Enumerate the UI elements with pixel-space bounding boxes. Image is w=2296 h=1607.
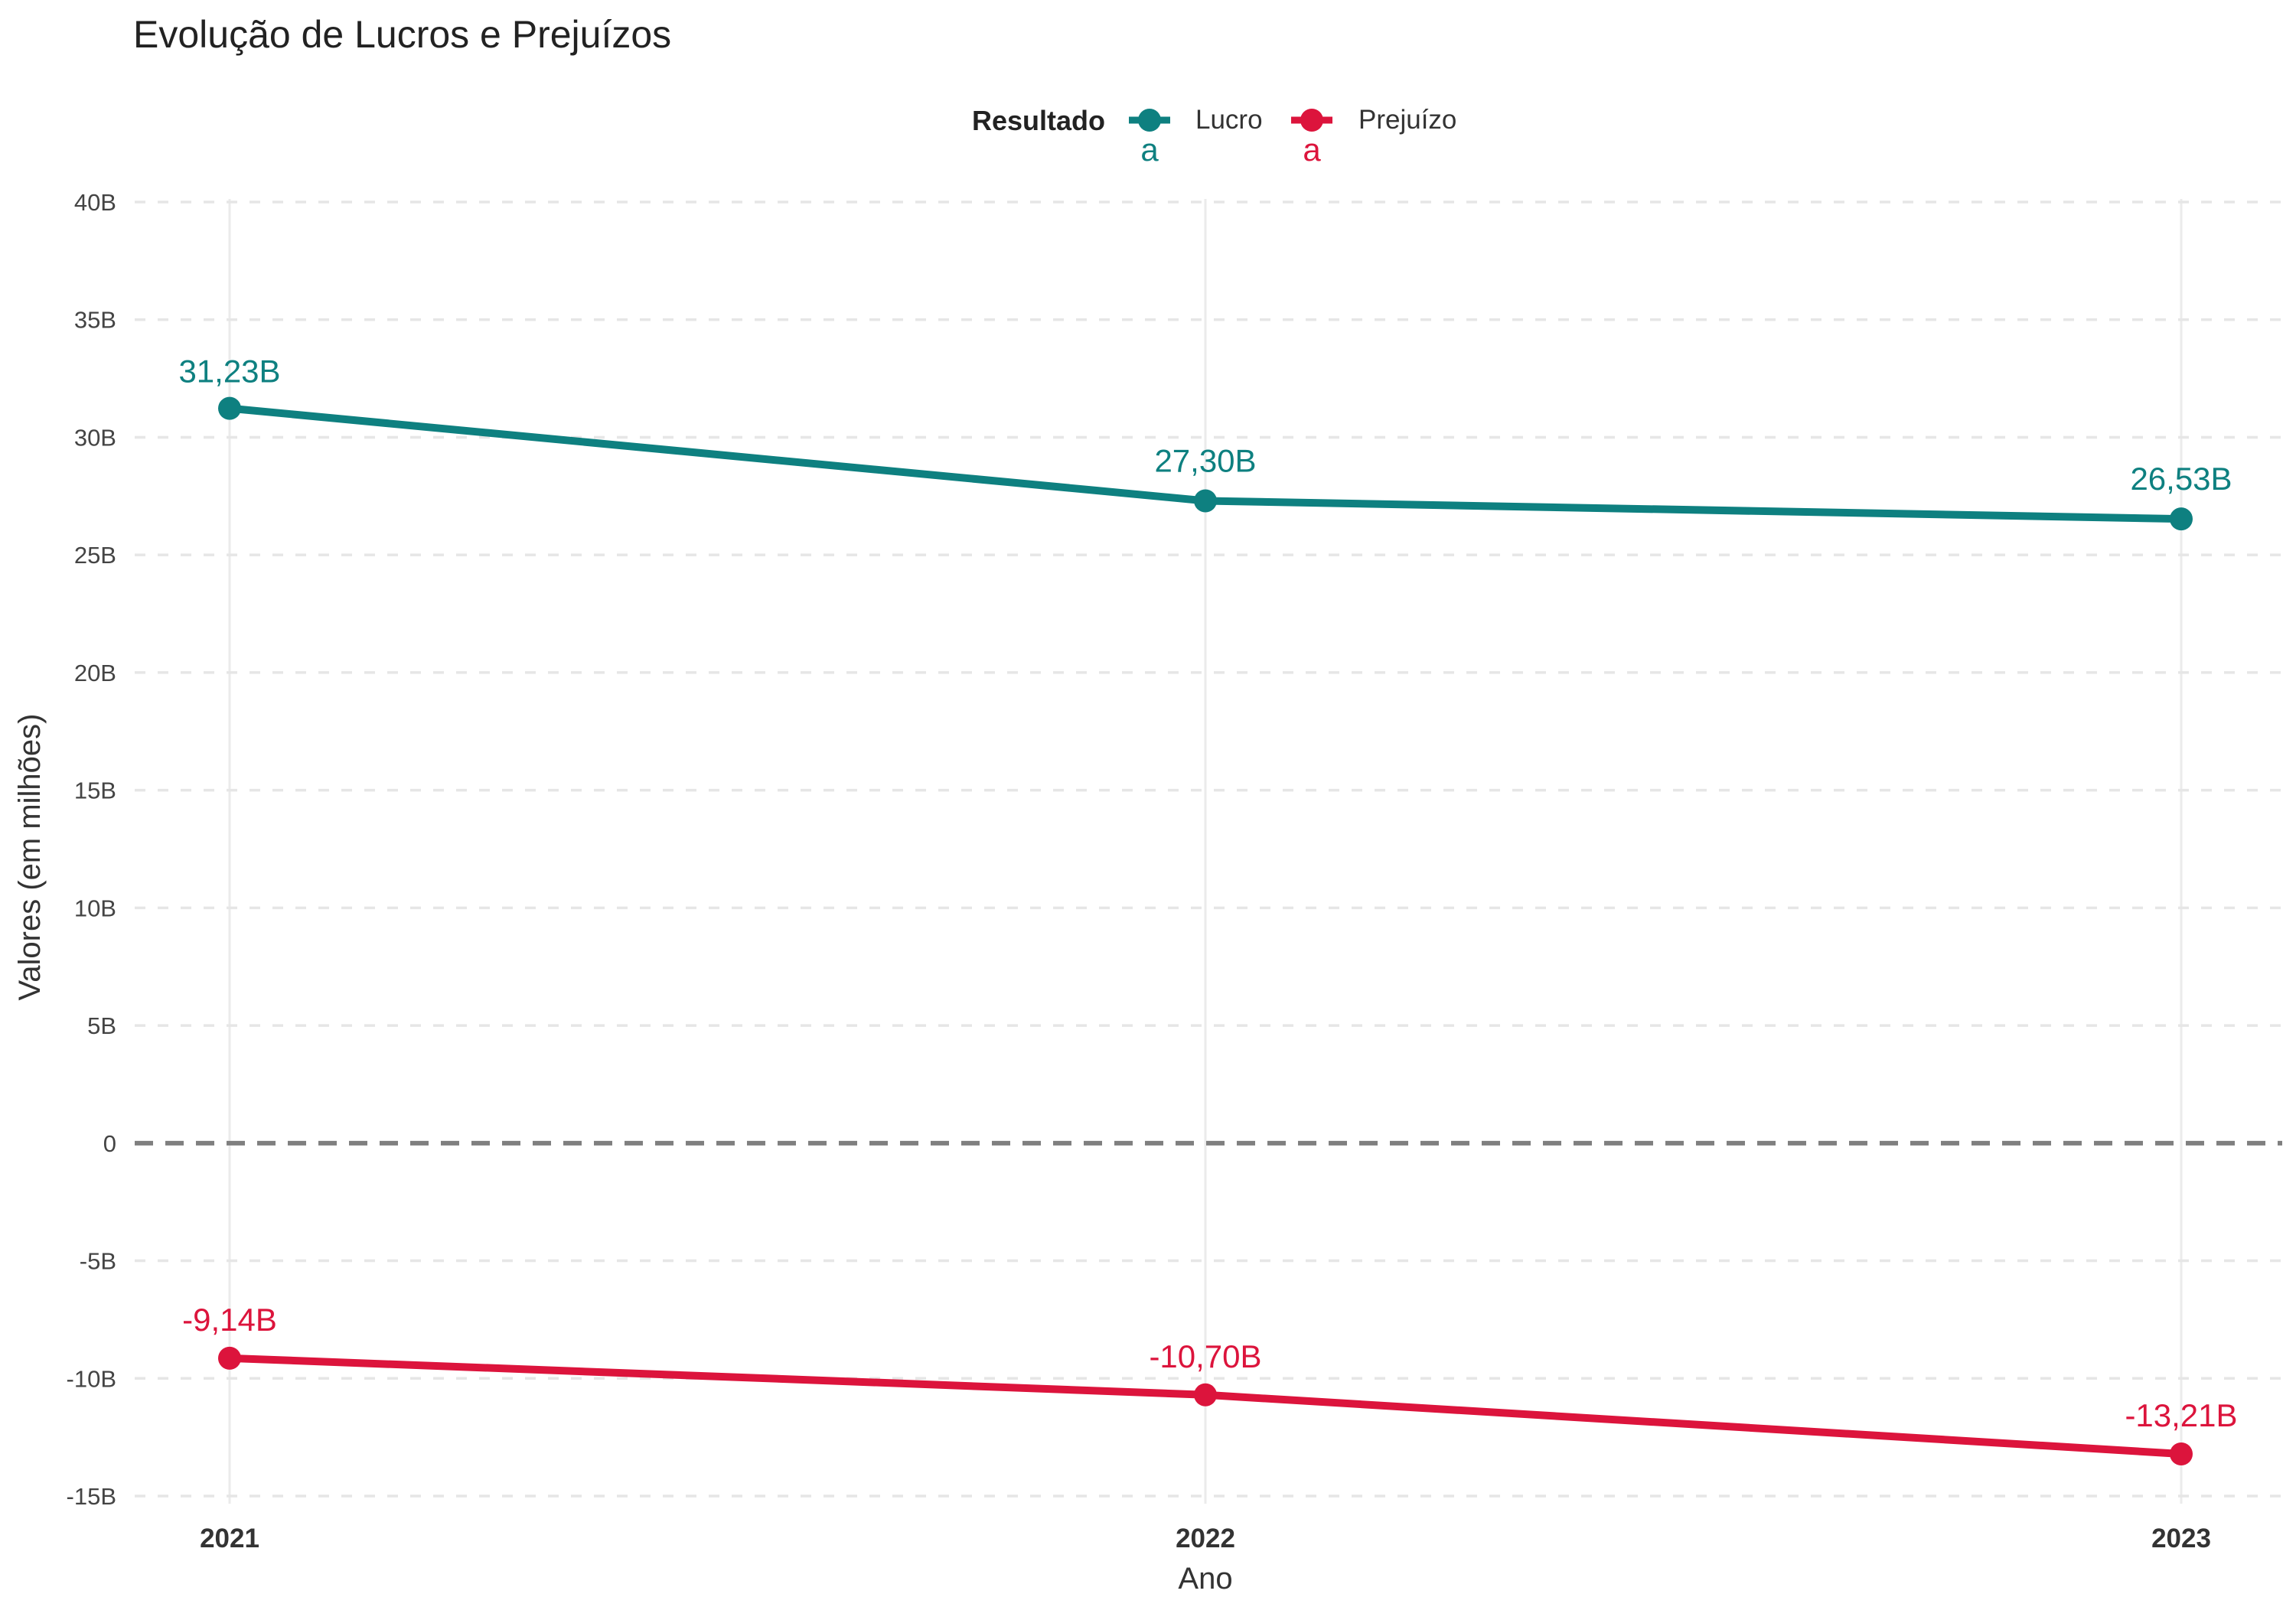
data-label: -9,14B [182, 1302, 277, 1338]
legend-key-point [1138, 109, 1161, 132]
y-axis-ticks: -15B -10B -5B 0 5B 10B 15B 20B 25B 30B 35B 40B [67, 189, 116, 1510]
series-prejuízo: -9,14B -10,70B -13,21B [182, 1302, 2238, 1465]
legend-item-prejuízo: a Prejuízo [1291, 105, 1456, 168]
y-tick-label: 25B [74, 542, 116, 569]
legend-key-text-glyph: a [1303, 132, 1321, 168]
series-layer: 31,23B 27,30B 26,53B -9,14B -10,70B -13,21B [178, 354, 2238, 1465]
data-point [1194, 489, 1217, 513]
y-tick-label: -5B [80, 1248, 116, 1275]
legend-key-text-glyph: a [1140, 132, 1159, 168]
data-point [218, 1346, 241, 1370]
grid [135, 199, 2282, 1504]
y-tick-label: 15B [74, 777, 116, 804]
x-axis-ticks: 2021 2022 2023 [200, 1524, 2211, 1553]
data-label: -13,21B [2125, 1397, 2237, 1433]
legend-label: Lucro [1195, 105, 1263, 135]
x-tick-label: 2021 [200, 1524, 259, 1553]
y-tick-label: 40B [74, 189, 116, 216]
x-tick-label: 2022 [1176, 1524, 1235, 1553]
x-axis-title: Ano [1178, 1562, 1232, 1596]
series-lucro: 31,23B 27,30B 26,53B [178, 354, 2232, 531]
data-label: 27,30B [1154, 442, 1256, 478]
data-label: 26,53B [2130, 461, 2232, 497]
y-tick-label: 35B [74, 307, 116, 334]
y-tick-label: 10B [74, 895, 116, 921]
data-label: -10,70B [1149, 1338, 1261, 1374]
y-tick-label: 30B [74, 424, 116, 451]
data-point [218, 396, 241, 420]
legend: Resultado a Lucro a Prejuízo [972, 105, 1456, 168]
y-axis-title: Valores (em milhões) [13, 714, 47, 1001]
chart-title: Evolução de Lucros e Prejuízos [133, 13, 671, 56]
legend-title: Resultado [972, 105, 1105, 136]
legend-key-point [1300, 109, 1323, 132]
y-tick-label: 20B [74, 660, 116, 686]
y-tick-label: 5B [87, 1012, 116, 1039]
data-point [2170, 507, 2193, 531]
data-point [2170, 1442, 2193, 1465]
legend-label: Prejuízo [1358, 105, 1456, 135]
legend-item-lucro: a Lucro [1129, 105, 1263, 168]
y-tick-label: -10B [67, 1365, 116, 1392]
y-tick-label: -15B [67, 1483, 116, 1510]
y-tick-label: 0 [103, 1130, 116, 1157]
data-label: 31,23B [178, 354, 280, 390]
x-tick-label: 2023 [2151, 1524, 2211, 1553]
data-point [1194, 1383, 1217, 1407]
